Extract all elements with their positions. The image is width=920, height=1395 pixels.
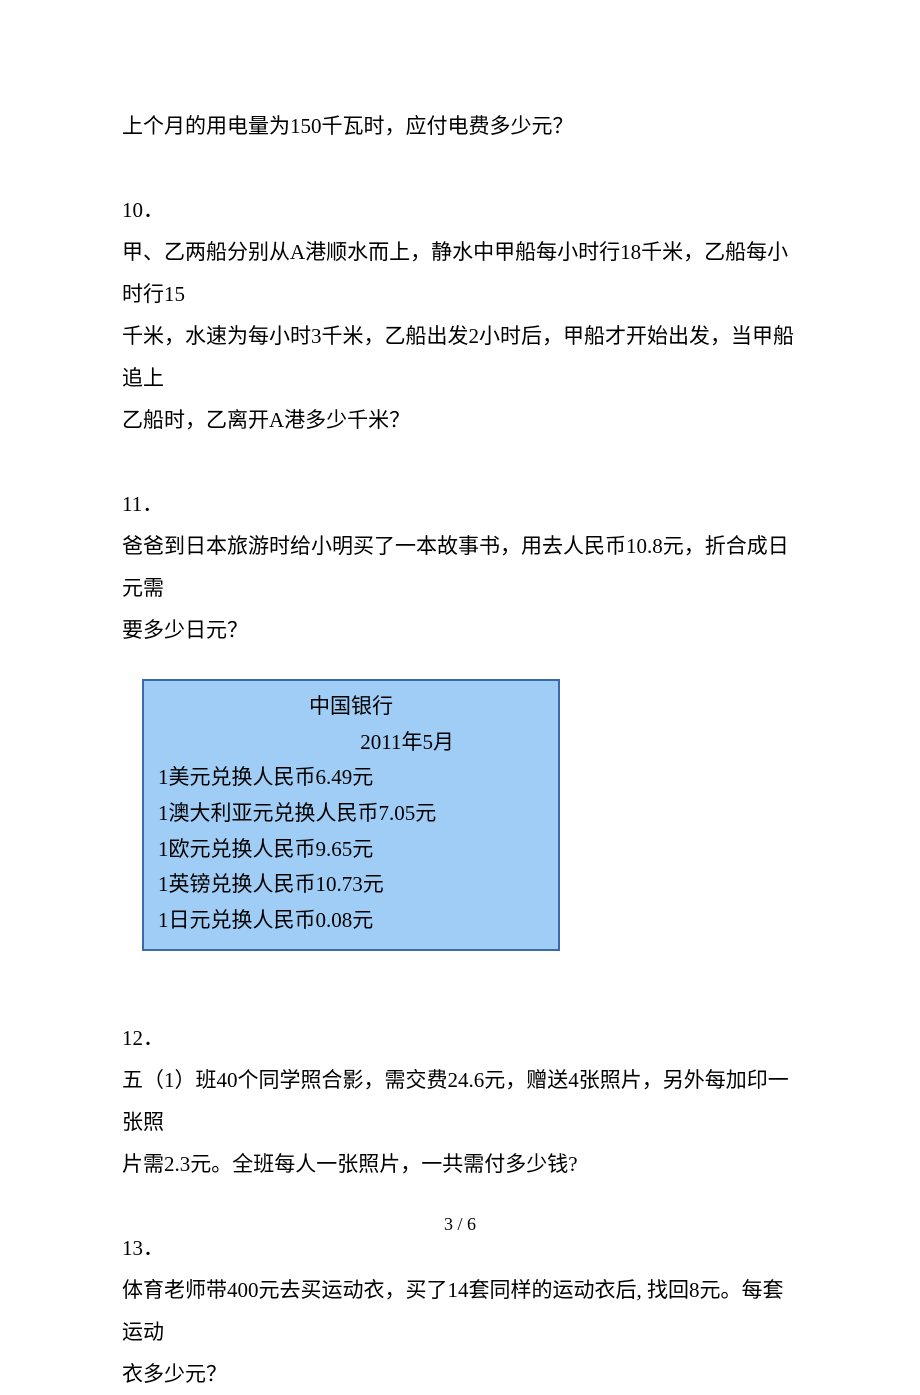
q10-line-2: 千米，水速为每小时3千米，乙船出发2小时后，甲船才开始出发，当甲船追上 (122, 315, 798, 399)
q12-line-1: 五（1）班40个同学照合影，需交费24.6元，赠送4张照片，另外每加印一张照 (122, 1059, 798, 1143)
q13-line-1: 体育老师带400元去买运动衣，买了14套同样的运动衣后, 找回8元。每套运动 (122, 1269, 798, 1353)
q10-line-1: 甲、乙两船分别从A港顺水而上，静水中甲船每小时行18千米，乙船每小时行15 (122, 231, 798, 315)
rate-row: 1欧元兑换人民币9.65元 (158, 832, 544, 868)
spacer (122, 951, 798, 1017)
page-number: 3 / 6 (0, 1206, 920, 1242)
page: 上个月的用电量为150千瓦时，应付电费多少元？ 10． 甲、乙两船分别从A港顺水… (0, 0, 920, 1302)
q13-line-2: 衣多少元？ (122, 1353, 798, 1395)
q11-line-1: 爸爸到日本旅游时给小明买了一本故事书，用去人民币10.8元，折合成日元需 (122, 525, 798, 609)
rate-table-date: 2011年5月 (158, 725, 544, 761)
spacer (122, 441, 798, 483)
rate-row: 1澳大利亚元兑换人民币7.05元 (158, 796, 544, 832)
rate-row: 1日元兑换人民币0.08元 (158, 903, 544, 939)
spacer (122, 147, 798, 189)
rate-table-title: 中国银行 (158, 689, 544, 725)
exchange-rate-table: 中国银行 2011年5月 1美元兑换人民币6.49元 1澳大利亚元兑换人民币7.… (142, 679, 560, 951)
q10-number: 10． (122, 189, 798, 231)
rate-row: 1英镑兑换人民币10.73元 (158, 867, 544, 903)
q12-number: 12． (122, 1017, 798, 1059)
rate-row: 1美元兑换人民币6.49元 (158, 760, 544, 796)
q11-line-2: 要多少日元？ (122, 609, 798, 651)
q10-line-3: 乙船时，乙离开A港多少千米？ (122, 399, 798, 441)
q12-line-2: 片需2.3元。全班每人一张照片，一共需付多少钱? (122, 1143, 798, 1185)
q11-number: 11． (122, 483, 798, 525)
q9-tail-text: 上个月的用电量为150千瓦时，应付电费多少元？ (122, 105, 798, 147)
